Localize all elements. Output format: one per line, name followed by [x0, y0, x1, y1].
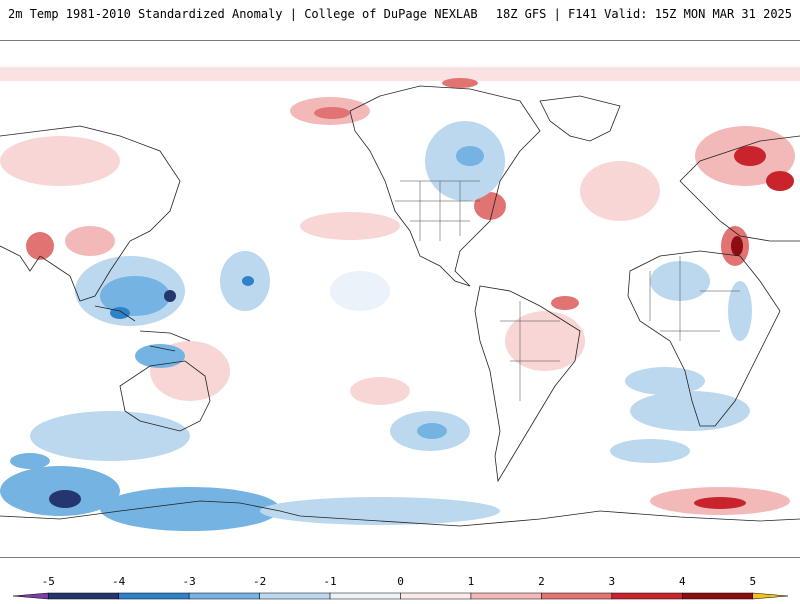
warm-region	[0, 136, 120, 186]
warm-region	[551, 296, 579, 310]
warm-region	[766, 171, 794, 191]
cold-region	[135, 344, 185, 368]
cold-region	[100, 276, 170, 316]
asia-coastline	[0, 125, 181, 302]
cold-region	[49, 490, 81, 508]
colorbar-segment	[470, 592, 542, 600]
colorbar-tick-label: 2	[538, 575, 545, 588]
australia-coastline	[119, 360, 211, 432]
coastlines	[0, 85, 800, 527]
cold-region	[164, 290, 176, 302]
warm-anomaly-regions	[0, 78, 795, 515]
colorbar-tick-label: -4	[112, 575, 126, 588]
cold-region	[260, 497, 500, 525]
colorbar-tick-label: -1	[323, 575, 336, 588]
warm-region	[474, 192, 506, 220]
warm-region	[442, 78, 478, 88]
warm-region	[731, 236, 743, 256]
colorbar-segment	[47, 592, 119, 600]
us-state-lines	[395, 180, 480, 241]
cold-region	[242, 276, 254, 286]
political-boundaries	[395, 180, 740, 401]
colorbar: -5 -4 -3 -2 -1 0 1 2 3 4 5	[0, 572, 800, 600]
cold-region	[728, 281, 752, 341]
warm-region	[580, 161, 660, 221]
cold-region	[330, 271, 390, 311]
anomaly-map	[0, 40, 800, 558]
cold-region	[630, 391, 750, 431]
colorbar-segment	[188, 592, 260, 600]
colorbar-segment	[752, 592, 789, 600]
warm-region	[734, 146, 766, 166]
warm-region	[300, 212, 400, 240]
colorbar-segment	[400, 592, 472, 600]
model-run-info: 18Z GFS | F141 Valid: 15Z MON MAR 31 202…	[495, 7, 792, 21]
cold-region	[610, 439, 690, 463]
warm-region	[505, 311, 585, 371]
colorbar-segment	[682, 592, 754, 600]
colorbar-segment	[259, 592, 331, 600]
warm-region	[350, 377, 410, 405]
colorbar-tick-label: 0	[397, 575, 404, 588]
cold-region	[625, 367, 705, 395]
warm-region	[26, 232, 54, 260]
colorbar-segment	[118, 592, 190, 600]
maritime-islands-coastline	[94, 305, 191, 352]
warm-region	[65, 226, 115, 256]
cold-region	[100, 487, 280, 531]
africa-borders	[649, 256, 740, 341]
colorbar-tick-label: 3	[609, 575, 616, 588]
colorbar-tick-label: -5	[42, 575, 55, 588]
cold-region	[10, 453, 50, 469]
cold-region	[456, 146, 484, 166]
colorbar-segment	[12, 592, 49, 600]
anomaly-map-svg	[0, 41, 800, 557]
greenland-coastline	[539, 95, 621, 142]
colorbar-tick-label: 4	[679, 575, 686, 588]
south-america-coastline	[474, 285, 581, 483]
cold-region	[110, 307, 130, 319]
colorbar-segment	[329, 592, 401, 600]
africa-coastline	[627, 250, 781, 427]
arctic-warm-band	[0, 67, 800, 81]
colorbar-tick-label: -3	[183, 575, 196, 588]
warm-region	[314, 107, 350, 119]
cold-region	[30, 411, 190, 461]
header: 2m Temp 1981-2010 Standardized Anomaly |…	[0, 0, 800, 30]
colorbar-segment	[611, 592, 683, 600]
north-america-coastline	[349, 85, 541, 287]
colorbar-tick-label: -2	[253, 575, 266, 588]
warm-region	[694, 497, 746, 509]
south-america-borders	[500, 301, 560, 401]
cold-anomaly-regions	[0, 121, 752, 531]
colorbar-segment	[541, 592, 613, 600]
colorbar-tick-label: 5	[749, 575, 756, 588]
colorbar-svg: -5 -4 -3 -2 -1 0 1 2 3 4 5	[12, 575, 789, 600]
eurasia-west-coastline	[679, 135, 800, 242]
colorbar-tick-label: 1	[468, 575, 475, 588]
antarctica-coastline	[0, 500, 800, 527]
map-title: 2m Temp 1981-2010 Standardized Anomaly |…	[8, 7, 478, 21]
cold-region	[417, 423, 447, 439]
